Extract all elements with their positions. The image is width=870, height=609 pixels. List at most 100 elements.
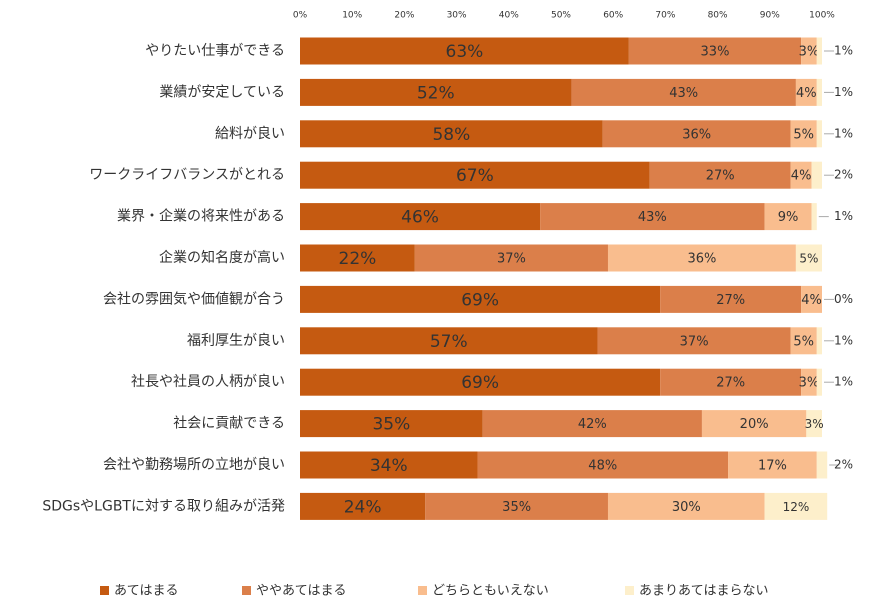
value-label: 4% — [791, 169, 812, 184]
value-label: 69% — [461, 373, 499, 393]
bar-segment — [414, 244, 608, 272]
x-tick-label: 10% — [342, 11, 362, 21]
bar-segment — [300, 120, 603, 148]
value-label: 30% — [672, 500, 701, 515]
bar-segment — [816, 78, 822, 106]
category-label: 企業の知名度が高い — [159, 249, 285, 266]
bar-segment — [649, 161, 791, 189]
bar-segment — [300, 410, 483, 438]
bar-segment — [300, 327, 598, 355]
value-label: 3% — [799, 45, 820, 60]
bar-segment — [571, 78, 796, 106]
bar-segment — [811, 161, 822, 189]
category-label: 社長や社員の人柄が良い — [131, 374, 285, 390]
legend-swatch — [100, 586, 109, 595]
bar-segment — [816, 451, 828, 479]
bar-segment — [801, 368, 817, 396]
legend-swatch — [625, 586, 634, 595]
category-label: ワークライフバランスがとれる — [89, 167, 285, 183]
bar-segment — [300, 78, 572, 106]
value-label: 1% — [834, 375, 853, 389]
bar-segment — [790, 161, 812, 189]
value-label: 1% — [834, 126, 853, 140]
value-label: 57% — [430, 332, 468, 352]
bar-segment — [607, 244, 796, 272]
value-label: 17% — [758, 459, 787, 474]
bar-segment — [300, 161, 650, 189]
bar-segment — [607, 492, 765, 520]
bar-segment — [811, 203, 817, 231]
value-label: 3% — [805, 417, 824, 431]
value-label: 33% — [701, 45, 730, 60]
bar-segment — [628, 37, 802, 65]
bar-segment — [816, 327, 822, 355]
value-label: 43% — [669, 86, 698, 101]
bar-segment — [300, 368, 661, 396]
value-label: 67% — [456, 166, 494, 186]
value-label: 42% — [578, 417, 607, 432]
bar-segment — [540, 203, 765, 231]
legend-swatch — [418, 586, 427, 595]
category-label: 福利厚生が良い — [187, 333, 285, 349]
category-label: SDGsやLGBTに対する取り組みが活発 — [42, 498, 285, 514]
value-label: 37% — [680, 334, 709, 349]
value-label: 37% — [497, 252, 526, 267]
bar-segment — [790, 327, 817, 355]
legend-label: どちらともいえない — [432, 584, 549, 599]
x-tick-label: 40% — [499, 11, 519, 21]
bar-segment — [806, 410, 822, 438]
bar-segment — [300, 285, 661, 313]
value-label: 4% — [801, 293, 822, 308]
bar-segment — [728, 451, 817, 479]
bar-segment — [801, 285, 822, 313]
value-label: 36% — [682, 127, 711, 142]
bar-segment — [660, 368, 802, 396]
value-label: 34% — [370, 456, 408, 476]
value-label: 2% — [834, 168, 853, 182]
category-label: 給料が良い — [215, 126, 285, 142]
x-tick-label: 70% — [655, 11, 675, 21]
bar-segment — [597, 327, 791, 355]
bar-segment — [816, 368, 822, 396]
x-tick-label: 50% — [551, 11, 571, 21]
value-label: 43% — [638, 210, 667, 225]
category-label: 会社や勤務場所の立地が良い — [103, 457, 285, 473]
bar-segment — [801, 37, 817, 65]
value-label: 69% — [461, 290, 499, 310]
value-label: 36% — [687, 252, 716, 267]
legend-label: あまりあてはまらない — [639, 584, 768, 599]
value-label: 5% — [793, 334, 814, 349]
value-label: 63% — [446, 42, 484, 62]
value-label: 0% — [834, 292, 853, 306]
bar-segment — [816, 37, 822, 65]
value-label: 35% — [372, 415, 410, 435]
x-tick-label: 80% — [708, 11, 728, 21]
category-label: 業界・企業の将来性がある — [117, 208, 285, 225]
value-label: 12% — [783, 500, 810, 514]
bar-segment — [816, 120, 822, 148]
value-label: 27% — [706, 169, 735, 184]
bar-segment — [701, 410, 807, 438]
legend-label: ややあてはまる — [256, 584, 346, 599]
bar-segment — [795, 78, 817, 106]
bar-segment — [425, 492, 608, 520]
value-label: 52% — [417, 83, 455, 103]
value-label: 3% — [799, 376, 820, 391]
legend-label: あてはまる — [114, 584, 178, 599]
bar-segment — [795, 244, 822, 272]
bar-segment — [790, 120, 817, 148]
x-tick-label: 100% — [809, 11, 835, 21]
value-label: 1% — [834, 209, 853, 223]
bar-segment — [482, 410, 702, 438]
value-label: 22% — [339, 249, 377, 269]
legend-swatch — [242, 586, 251, 595]
bar-segment — [300, 492, 426, 520]
value-label: 20% — [740, 417, 769, 432]
bar-segment — [764, 492, 828, 520]
x-tick-label: 30% — [447, 11, 467, 21]
bar-segment — [602, 120, 791, 148]
value-label: 35% — [502, 500, 531, 515]
category-label: 会社の雰囲気や価値観が合う — [103, 290, 285, 307]
value-label: 2% — [834, 458, 853, 472]
